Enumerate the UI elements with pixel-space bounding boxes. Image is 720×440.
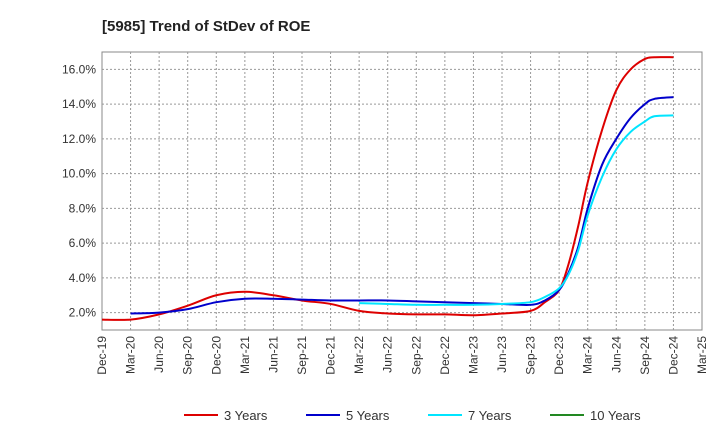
x-tick-label: Sep-24 xyxy=(638,336,652,375)
y-tick-label: 14.0% xyxy=(62,97,96,111)
x-tick-label: Sep-22 xyxy=(409,336,423,375)
series-line-1 xyxy=(101,56,674,321)
y-axis: 2.0% 4.0% 6.0% 8.0% 10.0% 12.0% 14.0% 16.0% xyxy=(62,62,96,319)
x-tick-label: Sep-23 xyxy=(524,336,538,375)
x-tick-label: Jun-20 xyxy=(152,336,166,373)
x-tick-label: Jun-23 xyxy=(495,336,509,373)
x-tick-label: Dec-19 xyxy=(95,336,109,375)
y-tick-label: 4.0% xyxy=(69,271,97,285)
series-layer xyxy=(101,56,674,321)
series-line-3 xyxy=(359,114,674,306)
legend: 3 Years 5 Years 7 Years 10 Years xyxy=(184,408,641,423)
y-tick-label: 12.0% xyxy=(62,132,96,146)
plot-area xyxy=(101,51,703,331)
x-tick-label: Dec-22 xyxy=(438,336,452,375)
y-tick-label: 16.0% xyxy=(62,62,96,76)
x-tick-label: Mar-22 xyxy=(352,336,366,374)
x-tick-label: Mar-24 xyxy=(581,336,595,374)
grid xyxy=(102,52,702,330)
x-tick-label: Sep-21 xyxy=(295,336,309,375)
chart-title: [5985] Trend of StDev of ROE xyxy=(102,18,310,35)
x-tick-label: Jun-21 xyxy=(266,336,280,373)
y-tick-label: 6.0% xyxy=(69,236,97,250)
legend-label: 10 Years xyxy=(590,408,641,423)
legend-label: 7 Years xyxy=(468,408,512,423)
legend-label: 3 Years xyxy=(224,408,268,423)
x-tick-label: Dec-20 xyxy=(209,336,223,375)
x-tick-label: Dec-23 xyxy=(552,336,566,375)
x-tick-label: Jun-22 xyxy=(381,336,395,373)
x-tick-label: Mar-23 xyxy=(466,336,480,374)
y-tick-label: 2.0% xyxy=(69,306,97,320)
y-tick-label: 8.0% xyxy=(69,201,97,215)
legend-label: 5 Years xyxy=(346,408,390,423)
x-tick-label: Dec-21 xyxy=(324,336,338,375)
x-tick-label: Dec-24 xyxy=(666,336,680,375)
y-tick-label: 10.0% xyxy=(62,167,96,181)
x-axis: Dec-19 Mar-20 Jun-20 Sep-20 Dec-20 Mar-21 Jun-… xyxy=(95,336,709,375)
x-tick-label: Jun-24 xyxy=(609,336,623,373)
x-tick-label: Mar-25 xyxy=(695,336,709,374)
x-tick-label: Mar-21 xyxy=(238,336,252,374)
x-tick-label: Mar-20 xyxy=(124,336,138,374)
x-tick-label: Sep-20 xyxy=(181,336,195,375)
